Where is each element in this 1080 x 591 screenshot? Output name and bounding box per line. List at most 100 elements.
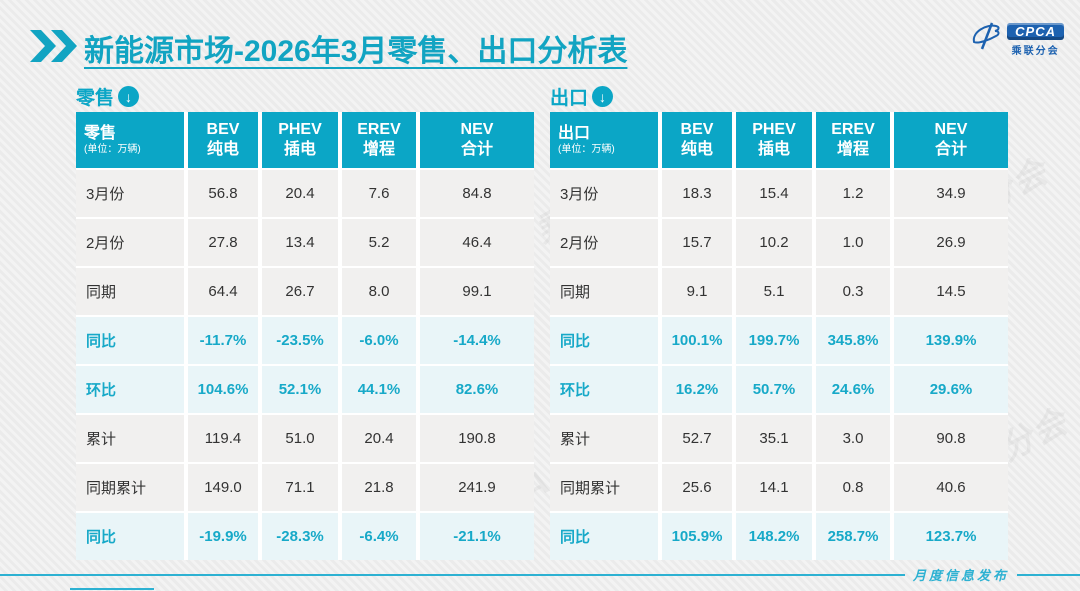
row-label: 同比 [76, 513, 184, 560]
cell-value: 0.8 [816, 464, 890, 511]
cell-value: -11.7% [188, 317, 258, 364]
col-en: PHEV [278, 121, 322, 138]
retail-table: 零售 (单位：万辆) BEV 纯电 PHEV 插电 EREV 增程 NEV 合计 3月份… [76, 112, 534, 560]
footer-accent-line [70, 588, 154, 590]
cell-value: 199.7% [736, 317, 812, 364]
cell-value: -6.0% [342, 317, 416, 364]
cell-value: 52.7 [662, 415, 732, 462]
section-export-title: 出口 [550, 88, 589, 109]
cell-value: 10.2 [736, 219, 812, 266]
row-label: 环比 [550, 366, 658, 413]
cell-value: 25.6 [662, 464, 732, 511]
double-chevron-icon [30, 30, 78, 67]
column-header-nev: NEV 合计 [894, 112, 1008, 168]
cell-value: 5.1 [736, 268, 812, 315]
cell-value: 90.8 [894, 415, 1008, 462]
row-label: 环比 [76, 366, 184, 413]
row-label: 同期累计 [76, 464, 184, 511]
cell-value: 9.1 [662, 268, 732, 315]
cell-value: 26.9 [894, 219, 1008, 266]
col-en: EREV [831, 121, 875, 138]
table-title: 出口 [558, 124, 591, 142]
cell-value: 18.3 [662, 170, 732, 217]
row-label: 3月份 [550, 170, 658, 217]
row-label: 同期 [76, 268, 184, 315]
cell-value: 1.2 [816, 170, 890, 217]
cell-value: -28.3% [262, 513, 338, 560]
cell-value: 56.8 [188, 170, 258, 217]
down-arrow-circle-icon: ↓ [592, 86, 614, 107]
cell-value: 149.0 [188, 464, 258, 511]
row-label: 同比 [76, 317, 184, 364]
cell-value: 1.0 [816, 219, 890, 266]
table-unit-label: (单位：万辆) [84, 143, 141, 155]
col-en: BEV [206, 121, 240, 138]
cell-value: 29.6% [894, 366, 1008, 413]
cell-value: 99.1 [420, 268, 534, 315]
cell-value: 7.6 [342, 170, 416, 217]
column-header-bev: BEV 纯电 [188, 112, 258, 168]
cell-value: 20.4 [262, 170, 338, 217]
row-label: 同期累计 [550, 464, 658, 511]
table-corner-header: 出口 (单位：万辆) [550, 112, 658, 168]
cell-value: 35.1 [736, 415, 812, 462]
footer-line-left [0, 573, 905, 576]
column-header-erev: EREV 增程 [816, 112, 890, 168]
column-header-nev: NEV 合计 [420, 112, 534, 168]
cell-value: 14.5 [894, 268, 1008, 315]
cell-value: -19.9% [188, 513, 258, 560]
col-zh: 增程 [362, 141, 395, 158]
footer-label: 月度信息发布 [913, 568, 1010, 583]
cell-value: 46.4 [420, 219, 534, 266]
cell-value: 51.0 [262, 415, 338, 462]
cell-value: -6.4% [342, 513, 416, 560]
table-unit-label: (单位：万辆) [558, 143, 615, 155]
cpca-logo: CPCA 乘联分会 [970, 22, 1064, 57]
column-header-phev: PHEV 插电 [736, 112, 812, 168]
col-zh: 插电 [283, 141, 316, 158]
cpca-logo-text-group: CPCA 乘联分会 [1007, 22, 1064, 57]
footer-line-right [1017, 573, 1080, 576]
cell-value: -14.4% [420, 317, 534, 364]
cell-value: 13.4 [262, 219, 338, 266]
page-title-rest: -2026年3月零售、出口分析表 [234, 35, 628, 68]
cell-value: 16.2% [662, 366, 732, 413]
table-corner-header: 零售 (单位：万辆) [76, 112, 184, 168]
cell-value: 64.4 [188, 268, 258, 315]
cell-value: 119.4 [188, 415, 258, 462]
col-en: EREV [357, 121, 401, 138]
cell-value: -21.1% [420, 513, 534, 560]
row-label: 同比 [550, 513, 658, 560]
cell-value: 0.3 [816, 268, 890, 315]
table-title: 零售 [84, 124, 117, 142]
footer-rule: 月度信息发布 [0, 565, 1080, 584]
col-en: PHEV [752, 121, 796, 138]
cell-value: 84.8 [420, 170, 534, 217]
row-label: 2月份 [76, 219, 184, 266]
cell-value: 50.7% [736, 366, 812, 413]
col-en: NEV [460, 121, 494, 138]
cell-value: 40.6 [894, 464, 1008, 511]
cell-value: 345.8% [816, 317, 890, 364]
cell-value: 123.7% [894, 513, 1008, 560]
cpca-swoosh-icon [970, 22, 1002, 57]
row-label: 同比 [550, 317, 658, 364]
export-table: 出口 (单位：万辆) BEV 纯电 PHEV 插电 EREV 增程 NEV 合计 3月份… [550, 112, 1008, 560]
col-en: NEV [934, 121, 968, 138]
section-label-export: 出口 ↓ [550, 83, 614, 110]
column-header-bev: BEV 纯电 [662, 112, 732, 168]
cell-value: 52.1% [262, 366, 338, 413]
section-label-retail: 零售 ↓ [76, 83, 140, 110]
cell-value: 82.6% [420, 366, 534, 413]
col-zh: 纯电 [680, 141, 713, 158]
cell-value: 44.1% [342, 366, 416, 413]
section-retail-title: 零售 [76, 88, 115, 109]
col-zh: 合计 [460, 141, 493, 158]
row-label: 2月份 [550, 219, 658, 266]
cell-value: 21.8 [342, 464, 416, 511]
col-zh: 纯电 [206, 141, 239, 158]
cpca-logo-subtext: 乘联分会 [1011, 45, 1060, 57]
cell-value: 104.6% [188, 366, 258, 413]
col-zh: 增程 [836, 141, 869, 158]
